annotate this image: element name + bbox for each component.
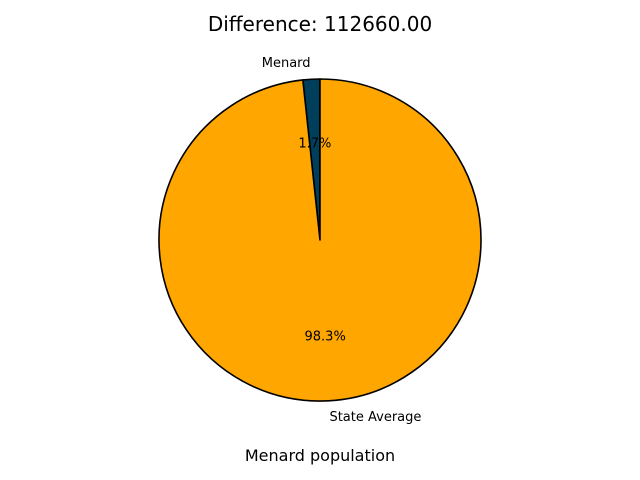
slice-percent-label: 98.3% [305,329,346,344]
pie-labels: Menard 1.7% State Average 98.3% [262,56,422,425]
slice-label: Menard [262,56,311,71]
pie-slices [158,78,482,402]
chart-title: Difference: 112660.00 [208,12,432,36]
slice-percent-label: 1.7% [298,137,331,152]
x-axis-label: Menard population [245,446,395,465]
slice-label: State Average [329,410,421,425]
pie-slice-state-average [158,78,482,402]
